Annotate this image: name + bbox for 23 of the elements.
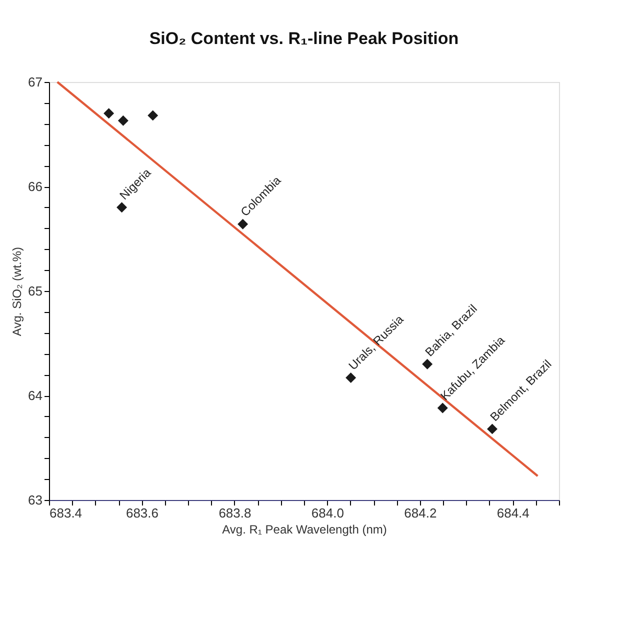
point: [437, 402, 448, 414]
point: [238, 218, 248, 230]
x-axis-title: Avg. R₁ Peak Wavelength (nm): [222, 522, 387, 536]
point: [118, 115, 128, 126]
y-tick-label: 63: [28, 492, 42, 508]
x-tick-label: 684.2: [404, 506, 437, 520]
point: [486, 424, 498, 434]
x-tick-label: 683.6: [126, 506, 158, 520]
point: [148, 110, 158, 121]
point: [422, 358, 433, 370]
chart-title: SiO₂ Content vs. R₁-line Peak Position: [149, 29, 459, 48]
x-tick-label: 683.4: [50, 506, 82, 520]
x-tick-label: 684.4: [496, 506, 530, 520]
x-tick-label: 683.8: [218, 506, 252, 520]
y-tick-label: 65: [28, 284, 42, 298]
point: [346, 372, 356, 383]
point: [116, 202, 128, 213]
y-tick-label: 64: [28, 388, 42, 403]
y-axis-title: Avg. SiO₂ (wt.%): [10, 246, 24, 336]
x-tick-label: 684.0: [311, 506, 344, 520]
point: [104, 108, 114, 119]
y-tick-label: 66: [28, 179, 42, 194]
y-tick-label: 67: [28, 74, 42, 90]
